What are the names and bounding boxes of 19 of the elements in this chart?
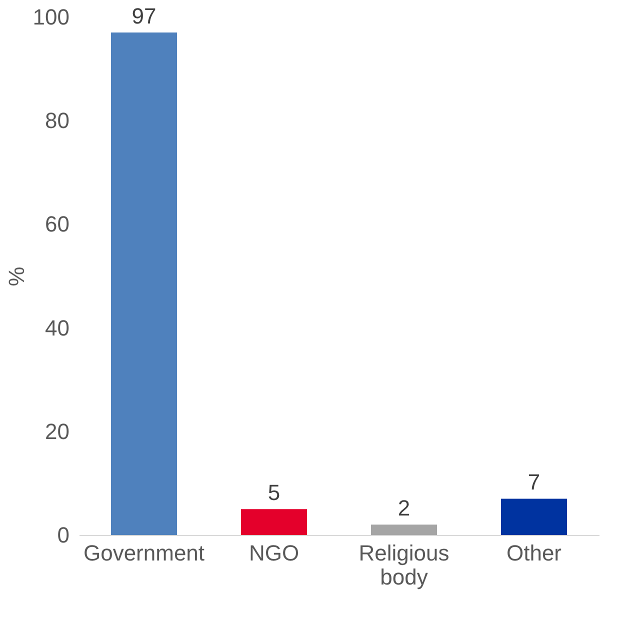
y-tick-label: 60 <box>45 212 70 237</box>
bar <box>501 498 567 535</box>
x-tick-label: Government <box>83 540 205 566</box>
x-tick-label: Religious body <box>358 540 450 590</box>
x-tick-label: Other <box>506 540 562 566</box>
data-label: 97 <box>132 4 156 29</box>
bar <box>111 32 177 535</box>
data-label: 7 <box>528 470 540 495</box>
x-tick-label: NGO <box>248 540 300 566</box>
y-tick-label: 40 <box>45 315 70 340</box>
data-label: 2 <box>398 496 410 521</box>
bar <box>371 524 437 535</box>
y-tick-label: 0 <box>57 522 70 548</box>
data-label: 5 <box>268 480 280 506</box>
y-tick-label: 80 <box>45 108 70 134</box>
y-tick-label: 20 <box>45 418 70 444</box>
y-tick-label: 100 <box>32 4 70 30</box>
bar <box>241 509 307 535</box>
y-axis-title: % <box>4 266 29 286</box>
